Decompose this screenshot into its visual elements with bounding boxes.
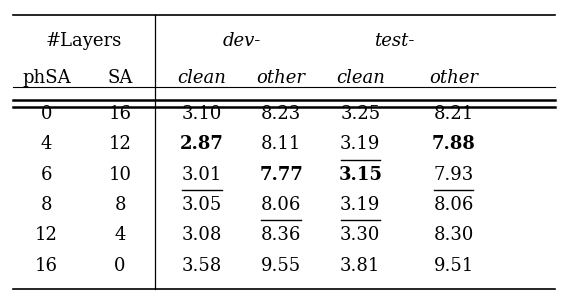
Text: 8.23: 8.23 <box>261 105 301 123</box>
Text: dev-: dev- <box>223 32 261 50</box>
Text: 9.55: 9.55 <box>261 257 301 275</box>
Text: 3.10: 3.10 <box>182 105 222 123</box>
Text: #Layers: #Layers <box>45 32 122 50</box>
Text: SA: SA <box>107 69 133 87</box>
Text: 12: 12 <box>108 136 132 154</box>
Text: 8.11: 8.11 <box>261 136 302 154</box>
Text: 3.58: 3.58 <box>182 257 222 275</box>
Text: 7.93: 7.93 <box>433 166 474 184</box>
Text: 0: 0 <box>114 257 126 275</box>
Text: 8: 8 <box>41 196 52 214</box>
Text: 3.30: 3.30 <box>340 226 381 244</box>
Text: 3.81: 3.81 <box>340 257 381 275</box>
Text: 7.77: 7.77 <box>259 166 303 184</box>
Text: clean: clean <box>178 69 227 87</box>
Text: 8.06: 8.06 <box>261 196 302 214</box>
Text: 16: 16 <box>108 105 132 123</box>
Text: 3.05: 3.05 <box>182 196 222 214</box>
Text: 4: 4 <box>41 136 52 154</box>
Text: 3.19: 3.19 <box>340 136 381 154</box>
Text: 0: 0 <box>41 105 52 123</box>
Text: 16: 16 <box>35 257 58 275</box>
Text: 7.88: 7.88 <box>432 136 475 154</box>
Text: 3.15: 3.15 <box>339 166 382 184</box>
Text: 4: 4 <box>114 226 126 244</box>
Text: phSA: phSA <box>22 69 71 87</box>
Text: 3.19: 3.19 <box>340 196 381 214</box>
Text: other: other <box>257 69 306 87</box>
Text: clean: clean <box>336 69 385 87</box>
Text: 8: 8 <box>114 196 126 214</box>
Text: 8.06: 8.06 <box>433 196 474 214</box>
Text: test-: test- <box>374 32 415 50</box>
Text: 3.08: 3.08 <box>182 226 222 244</box>
Text: 10: 10 <box>108 166 132 184</box>
Text: 8.21: 8.21 <box>433 105 474 123</box>
Text: other: other <box>429 69 478 87</box>
Text: 8.30: 8.30 <box>433 226 474 244</box>
Text: 9.51: 9.51 <box>433 257 474 275</box>
Text: 6: 6 <box>41 166 52 184</box>
Text: 8.36: 8.36 <box>261 226 302 244</box>
Text: 3.01: 3.01 <box>182 166 222 184</box>
Text: 2.87: 2.87 <box>180 136 224 154</box>
Text: 3.25: 3.25 <box>340 105 381 123</box>
Text: 12: 12 <box>35 226 58 244</box>
